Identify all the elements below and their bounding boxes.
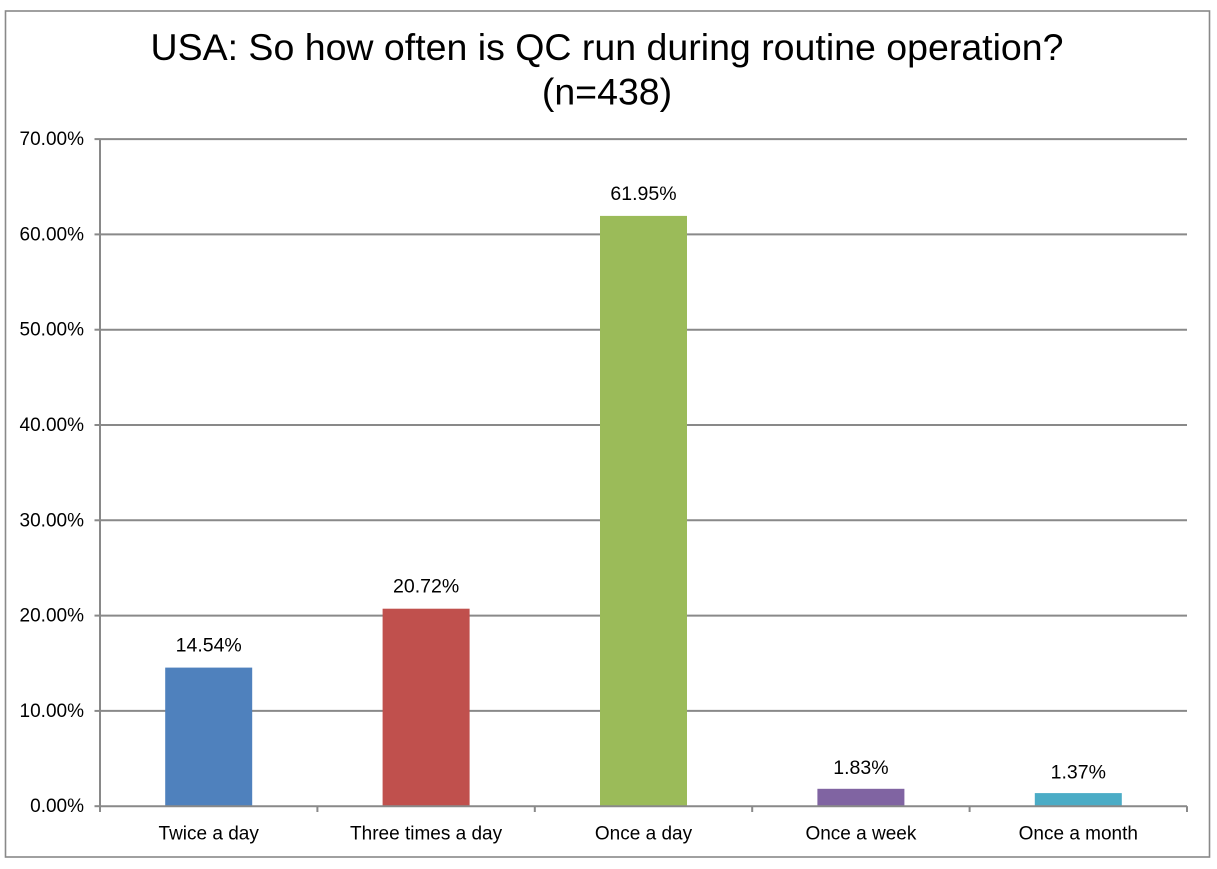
svg-text:Once a month: Once a month xyxy=(1019,824,1138,845)
svg-text:Three times a day: Three times a day xyxy=(350,824,503,845)
svg-text:1.37%: 1.37% xyxy=(1051,761,1106,783)
svg-text:20.72%: 20.72% xyxy=(393,576,459,598)
svg-text:30.00%: 30.00% xyxy=(20,510,85,531)
svg-text:1.83%: 1.83% xyxy=(833,757,888,779)
svg-text:61.95%: 61.95% xyxy=(610,183,676,205)
svg-text:14.54%: 14.54% xyxy=(176,634,242,656)
svg-text:Twice a day: Twice a day xyxy=(159,824,260,845)
svg-text:40.00%: 40.00% xyxy=(20,415,85,436)
svg-text:Once a day: Once a day xyxy=(595,824,693,845)
svg-text:20.00%: 20.00% xyxy=(20,606,85,627)
svg-text:70.00%: 70.00% xyxy=(20,129,85,150)
svg-text:10.00%: 10.00% xyxy=(20,701,85,722)
svg-text:USA: So how often is QC run du: USA: So how often is QC run during routi… xyxy=(150,26,1063,68)
svg-text:(n=438): (n=438) xyxy=(542,71,672,113)
svg-text:60.00%: 60.00% xyxy=(20,224,85,245)
svg-text:0.00%: 0.00% xyxy=(30,796,84,817)
svg-text:Once a week: Once a week xyxy=(805,824,916,845)
svg-text:50.00%: 50.00% xyxy=(20,320,85,341)
